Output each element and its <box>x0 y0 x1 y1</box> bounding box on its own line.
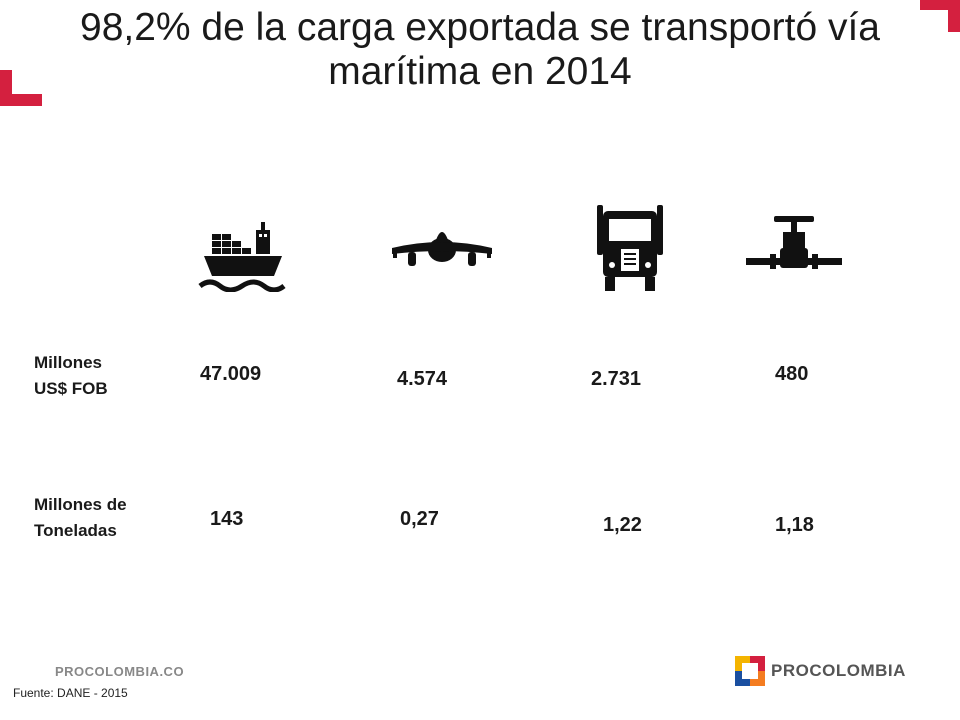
tons-row-label: Millones de Toneladas <box>34 495 127 540</box>
corner-mark-left <box>0 70 42 106</box>
brand-logo: PROCOLOMBIA <box>735 655 906 687</box>
airplane-fob-value: 4.574 <box>397 368 448 390</box>
fob-row-label: Millones US$ FOB <box>34 353 108 398</box>
ship-fob-value: 47.009 <box>200 363 262 385</box>
pipeline-fob-value: 480 <box>775 363 809 385</box>
slide-title: 98,2% de la carga exportada se transport… <box>80 6 880 93</box>
truck-icon <box>597 205 663 291</box>
truck-tons-value: 1,22 <box>603 514 642 536</box>
cargo-ship-icon <box>198 222 286 292</box>
airplane-tons-value: 0,27 <box>400 508 439 530</box>
brand-name: PROCOLOMBIA <box>771 661 906 680</box>
ship-tons-value: 143 <box>210 508 244 530</box>
corner-mark-top-right <box>920 0 960 32</box>
procolombia-logo-icon <box>735 656 765 686</box>
footer-url: PROCOLOMBIA.CO <box>55 664 185 679</box>
airplane-icon <box>392 232 492 266</box>
pipeline-valve-icon <box>746 216 842 269</box>
truck-fob-value: 2.731 <box>591 368 642 390</box>
pipeline-tons-value: 1,18 <box>775 514 814 536</box>
source-note: Fuente: DANE - 2015 <box>13 686 128 700</box>
